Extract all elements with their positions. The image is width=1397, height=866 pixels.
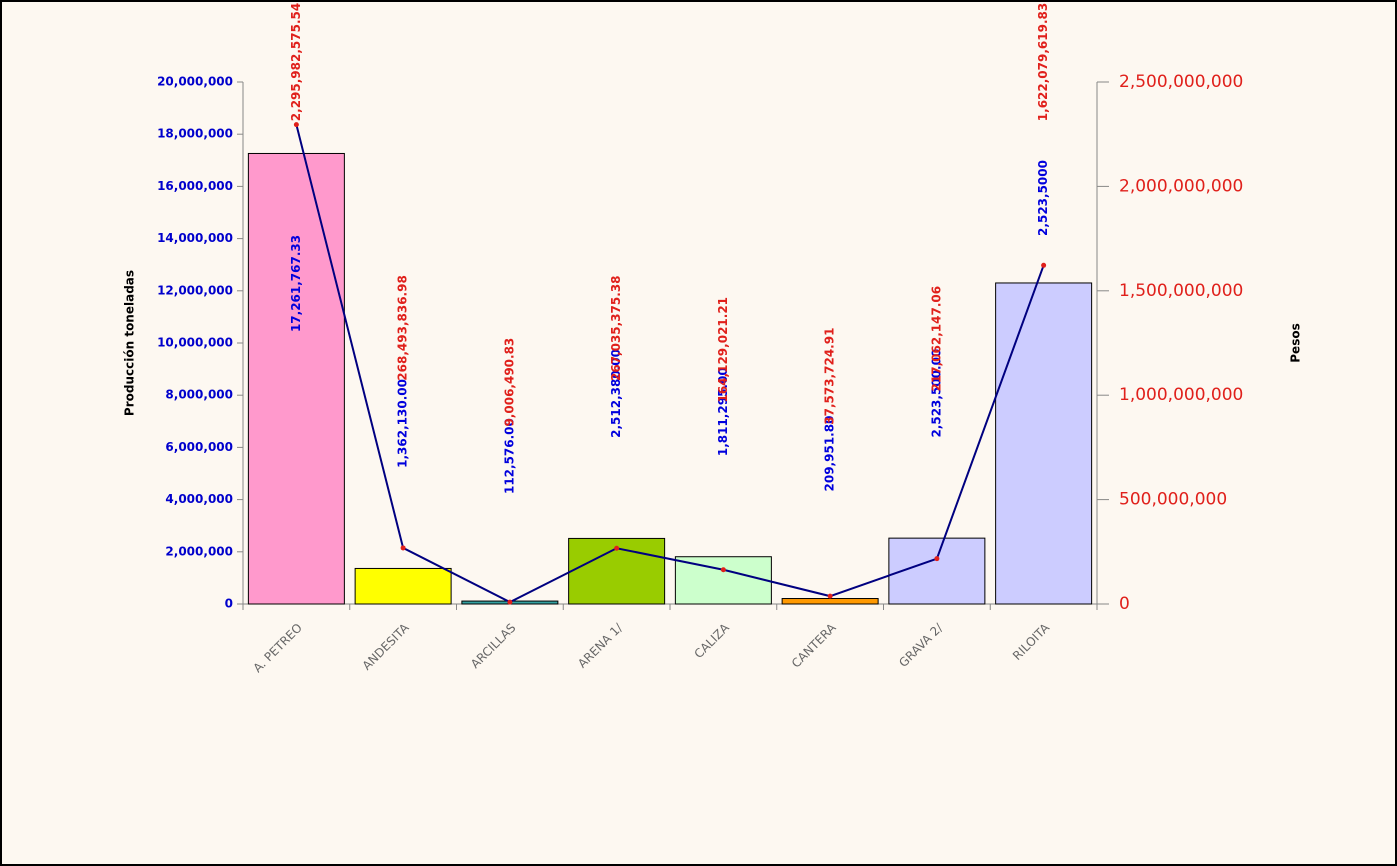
line-value-label: 2,295,982,575.54 [289, 3, 303, 121]
y2-tick-label: 2,000,000,000 [1119, 176, 1243, 196]
y-tick-label: 4,000,000 [165, 492, 233, 506]
bar [781, 598, 879, 605]
y-tick-label: 12,000,000 [157, 283, 233, 297]
bar [674, 556, 772, 605]
y2-tick-label: 1,500,000,000 [1119, 281, 1243, 301]
line-marker [293, 122, 299, 128]
line-value-label: 37,573,724.91 [823, 328, 837, 425]
line-marker [934, 556, 940, 562]
y-tick-label: 14,000,000 [157, 231, 233, 245]
y2-tick-label: 0 [1119, 594, 1130, 614]
y-tick-label: 2,000,000 [165, 544, 233, 558]
line-value-label: 267,035,375.38 [609, 275, 623, 381]
line-value-label: 9,006,490.83 [502, 338, 516, 427]
bar-value-label: 2,512,380.00 [609, 349, 623, 438]
line-marker [827, 593, 833, 599]
y2-tick-label: 500,000,000 [1119, 490, 1227, 510]
y-tick-label: 6,000,000 [165, 440, 233, 454]
line [295, 124, 1045, 604]
bar [995, 282, 1093, 605]
y-tick-label: 18,000,000 [157, 127, 233, 141]
bar-value-label: 2,523,5000 [1036, 160, 1050, 236]
line-marker [507, 599, 513, 605]
y-tick-label: 8,000,000 [165, 388, 233, 402]
y-axis-title: Producción toneladas [123, 270, 137, 416]
y-tick-label: 20,000,000 [157, 75, 233, 89]
bar [354, 567, 452, 605]
bar-value-label: 209,951.80 [823, 416, 837, 492]
y2-tick-label: 2,500,000,000 [1119, 72, 1243, 92]
bar-value-label: 112,576.00 [502, 418, 516, 494]
bar-value-label: 1,362,130.00 [396, 379, 410, 468]
line-value-label: 268,493,836.98 [396, 275, 410, 381]
bar-value-label: 2,523,500.00 [929, 349, 943, 438]
line-value-label: 217,062,147.06 [929, 286, 943, 392]
y-tick-label: 16,000,000 [157, 179, 233, 193]
bar-value-label: 17,261,767.33 [289, 235, 303, 332]
y2-tick-label: 1,000,000,000 [1119, 385, 1243, 405]
y2-axis-title: Pesos [1289, 323, 1303, 362]
bar [888, 537, 986, 605]
y-tick-label: 10,000,000 [157, 336, 233, 350]
line-marker [614, 545, 620, 551]
line-value-label: 164,129,021.21 [716, 297, 730, 403]
line-marker [1041, 262, 1047, 268]
bar [247, 152, 345, 605]
line-marker [720, 567, 726, 573]
y-tick-label: 0 [225, 597, 233, 611]
line-value-label: 1,622,079,619.83 [1036, 3, 1050, 121]
bar-value-label: 1,811,295.00 [716, 367, 730, 456]
line-marker [400, 545, 406, 551]
